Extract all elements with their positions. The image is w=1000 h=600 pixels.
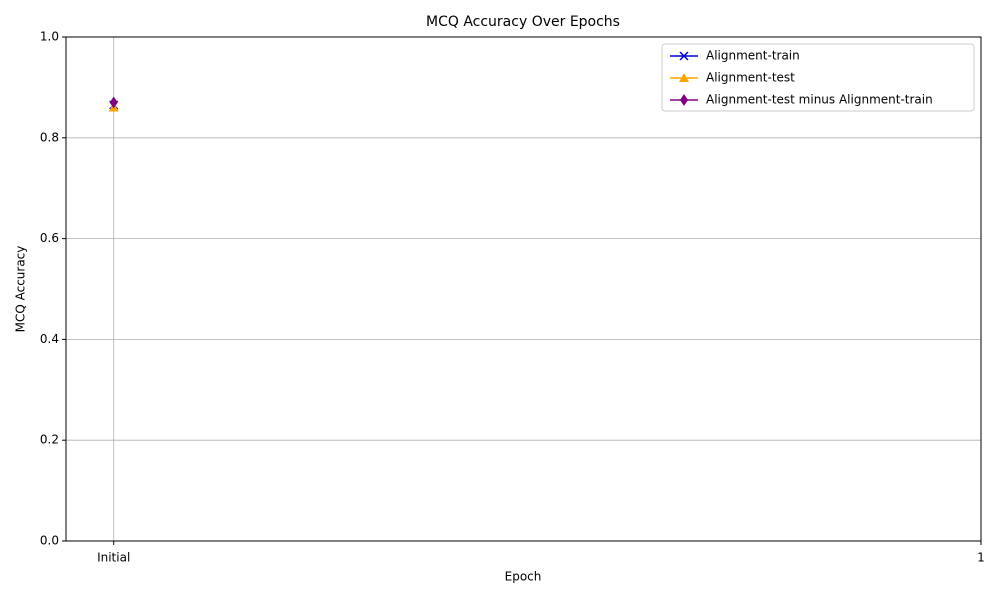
legend-label: Alignment-test: [706, 71, 795, 85]
y-tick-label: 0.8: [40, 130, 59, 144]
chart-title: MCQ Accuracy Over Epochs: [426, 14, 620, 30]
x-axis-label: Epoch: [505, 570, 542, 584]
marker: [679, 73, 689, 82]
marker: [109, 96, 118, 109]
legend-label: Alignment-train: [706, 49, 800, 63]
y-axis-label: MCQ Accuracy: [14, 246, 28, 333]
legend-label: Alignment-test minus Alignment-train: [706, 93, 933, 107]
legend-box: [661, 43, 975, 112]
y-tick-label: 0.0: [40, 534, 59, 548]
marker: [679, 51, 689, 61]
y-tick-label: 1.0: [40, 30, 59, 44]
y-tick-label: 0.4: [40, 332, 59, 346]
y-tick-label: 0.6: [40, 231, 59, 245]
plot-frame: [65, 36, 982, 542]
legend: Alignment-train Alignment-test Alignment-t…: [661, 43, 975, 112]
x-tick-label: Initial: [97, 551, 130, 565]
marker: [680, 94, 688, 106]
x-tick-label: 1: [977, 551, 985, 565]
y-tick-label: 0.2: [40, 433, 59, 447]
